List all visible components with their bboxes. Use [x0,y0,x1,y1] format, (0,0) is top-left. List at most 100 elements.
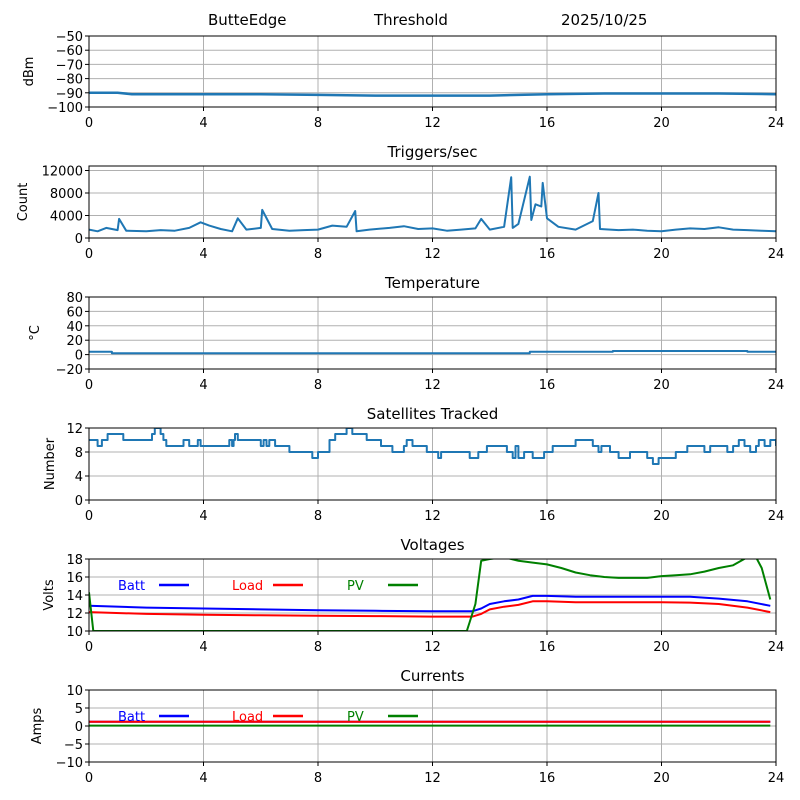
x-tick-label: 20 [653,116,670,131]
y-axis-label: Amps [30,707,45,744]
y-tick-label: 16 [66,571,83,586]
y-tick-label: −70 [56,58,83,73]
y-tick-label: 12000 [42,165,83,180]
x-tick-label: 8 [314,378,322,393]
y-tick-label: 80 [66,291,83,306]
y-tick-label: 12 [66,422,83,437]
x-tick-label: 20 [653,509,670,524]
x-tick-label: 8 [314,640,322,655]
y-tick-label: 60 [66,305,83,320]
y-tick-label: −5 [64,738,83,753]
y-axis-label: °C [28,325,43,341]
x-tick-label: 12 [424,509,441,524]
x-tick-label: 24 [768,378,785,393]
y-axis-label: Number [43,437,58,490]
panel-noise: 0 4 8 12 16 20 24 −50−60−70−80−90−100 dBm [22,30,784,131]
x-tick-label: 4 [199,116,207,131]
y-axis-label: dBm [22,57,37,87]
y-tick-label: −90 [56,87,83,102]
series-line-temperature [89,350,776,355]
x-tick-label: 8 [314,116,322,131]
x-tick-label: 12 [424,247,441,262]
panel-title: Satellites Tracked [367,405,498,423]
y-tick-label: 0 [75,349,83,364]
panel-currents: 0 4 8 12 16 20 24 −10 −5 0 5 10 Currents Amps Batt Load… [30,667,784,786]
panel-title: Voltages [400,536,464,554]
y-tick-label: 40 [66,320,83,335]
x-tick-label: 4 [199,640,207,655]
legend-label-pv: PV [347,710,364,725]
x-tick-label: 0 [85,640,93,655]
y-tick-label: 10 [66,684,83,699]
y-tick-label: 4 [75,470,83,485]
x-tick-label: 20 [653,378,670,393]
x-tick-label: 16 [539,640,556,655]
x-tick-label: 0 [85,771,93,786]
x-tick-label: 4 [199,247,207,262]
x-tick-label: 20 [653,771,670,786]
y-tick-label: 8 [75,446,83,461]
panel-voltages: 0 4 8 12 16 20 24 10 12 14 16 18 Voltages Volts Batt Lo… [42,536,784,655]
y-axis-label: Volts [42,579,57,611]
mode-label: Threshold [374,11,448,29]
x-tick-label: 24 [768,640,785,655]
x-tick-label: 0 [85,509,93,524]
panel-title: Triggers/sec [387,143,478,161]
x-tick-label: 24 [768,116,785,131]
plot-frame [88,427,777,501]
panel-title: Temperature [384,274,480,292]
y-tick-label: −80 [56,73,83,88]
y-tick-label: −100 [47,101,83,116]
legend-label-batt: Batt [118,579,145,594]
y-tick-label: 12 [66,607,83,622]
legend-label-pv: PV [347,579,364,594]
x-tick-label: 20 [653,247,670,262]
y-tick-label: 0 [75,232,83,247]
plot-frame [88,165,777,239]
x-tick-label: 16 [539,771,556,786]
y-axis-label: Count [16,183,31,222]
x-tick-label: 0 [85,378,93,393]
x-tick-label: 16 [539,378,556,393]
y-tick-label: 8000 [50,187,83,202]
series-line-satellites [89,428,776,465]
x-tick-label: 12 [424,640,441,655]
x-tick-label: 0 [85,116,93,131]
plot-frame [88,296,777,370]
x-tick-label: 4 [199,771,207,786]
x-tick-label: 16 [539,509,556,524]
series-line-load [89,600,771,618]
series-line-noise [89,91,776,97]
x-tick-label: 8 [314,509,322,524]
y-tick-label: 5 [75,702,83,717]
y-tick-label: 4000 [50,210,83,225]
x-tick-label: 20 [653,640,670,655]
panel-title: Currents [400,667,464,685]
y-tick-label: 10 [66,625,83,640]
plot-frame [88,689,777,763]
x-tick-label: 8 [314,771,322,786]
y-tick-label: −10 [56,756,83,771]
plot-frame [88,35,777,108]
y-tick-label: 18 [66,553,83,568]
y-tick-label: −50 [56,30,83,45]
legend-label-load: Load [232,710,263,725]
y-tick-label: 0 [75,720,83,735]
x-tick-label: 16 [539,116,556,131]
x-tick-label: 16 [539,247,556,262]
y-tick-label: −20 [56,363,83,378]
y-tick-label: −60 [56,44,83,59]
series-line-pv [89,559,772,631]
series-line-batt [89,594,771,613]
x-tick-label: 4 [199,378,207,393]
y-tick-label: 14 [66,589,83,604]
y-tick-label: 20 [66,334,83,349]
station-name: ButteEdge [208,11,287,29]
x-tick-label: 24 [768,771,785,786]
x-tick-label: 24 [768,247,785,262]
legend-label-batt: Batt [118,710,145,725]
series-line-triggers [89,175,776,233]
x-tick-label: 24 [768,509,785,524]
